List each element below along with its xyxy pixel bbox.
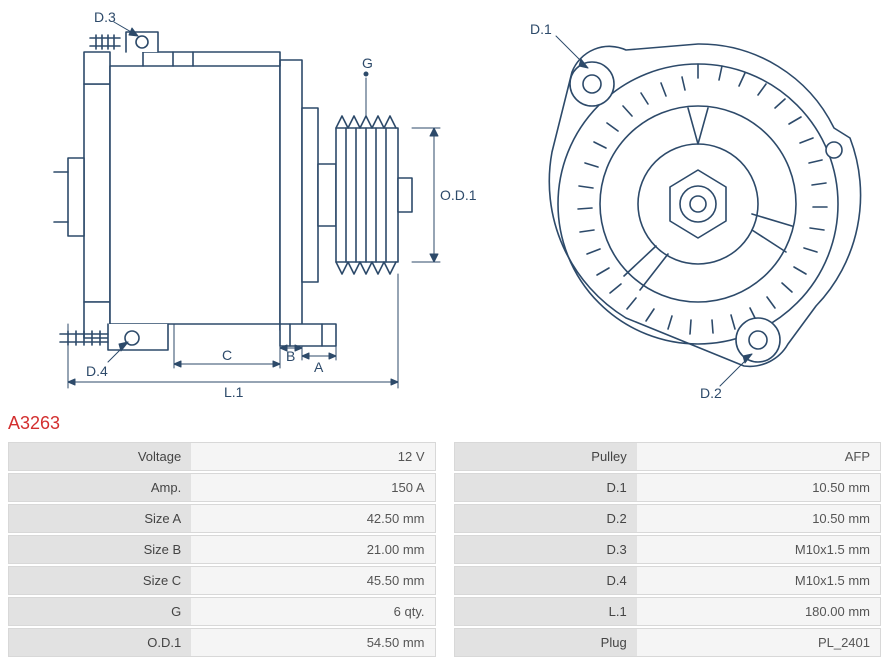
spec-label: Pulley <box>454 442 637 471</box>
label-d4: D.4 <box>86 363 108 379</box>
part-number: A3263 <box>8 413 881 434</box>
spec-tables: Voltage12 VAmp.150 ASize A42.50 mmSize B… <box>8 440 881 659</box>
spec-value: 10.50 mm <box>637 504 881 533</box>
spec-label: D.1 <box>454 473 637 502</box>
table-row: L.1180.00 mm <box>454 597 882 626</box>
table-row: Amp.150 A <box>8 473 436 502</box>
spec-label: Size C <box>8 566 191 595</box>
table-row: PulleyAFP <box>454 442 882 471</box>
table-row: D.210.50 mm <box>454 504 882 533</box>
spec-value: 150 A <box>191 473 435 502</box>
table-row: G6 qty. <box>8 597 436 626</box>
label-l1: L.1 <box>224 384 244 400</box>
label-g: G <box>362 55 373 71</box>
spec-value: M10x1.5 mm <box>637 535 881 564</box>
table-row: Size C45.50 mm <box>8 566 436 595</box>
spec-value: 6 qty. <box>191 597 435 626</box>
label-b: B <box>286 348 295 364</box>
label-d1: D.1 <box>530 21 552 37</box>
spec-label: Plug <box>454 628 637 657</box>
spec-label: Amp. <box>8 473 191 502</box>
spec-value: AFP <box>637 442 881 471</box>
spec-value: 42.50 mm <box>191 504 435 533</box>
spec-value: 10.50 mm <box>637 473 881 502</box>
spec-label: L.1 <box>454 597 637 626</box>
spec-label: D.4 <box>454 566 637 595</box>
label-a: A <box>314 359 324 375</box>
spec-label: Size B <box>8 535 191 564</box>
table-row: PlugPL_2401 <box>454 628 882 657</box>
spec-label: Voltage <box>8 442 191 471</box>
table-row: O.D.154.50 mm <box>8 628 436 657</box>
spec-value: 12 V <box>191 442 435 471</box>
table-row: Size A42.50 mm <box>8 504 436 533</box>
side-view-diagram: D.3 D.4 G O.D.1 A B C L.1 <box>8 8 478 403</box>
spec-label: D.2 <box>454 504 637 533</box>
spec-label: Size A <box>8 504 191 533</box>
spec-table-right: PulleyAFPD.110.50 mmD.210.50 mmD.3M10x1.… <box>454 440 882 659</box>
spec-value: PL_2401 <box>637 628 881 657</box>
table-row: D.3M10x1.5 mm <box>454 535 882 564</box>
front-view-diagram: D.1 D.2 <box>508 8 888 403</box>
table-row: Size B21.00 mm <box>8 535 436 564</box>
spec-label: O.D.1 <box>8 628 191 657</box>
label-d3: D.3 <box>94 9 116 25</box>
label-c: C <box>222 347 232 363</box>
diagram-row: D.3 D.4 G O.D.1 A B C L.1 <box>8 8 881 403</box>
label-od1: O.D.1 <box>440 187 477 203</box>
spec-label: D.3 <box>454 535 637 564</box>
spec-value: M10x1.5 mm <box>637 566 881 595</box>
spec-value: 180.00 mm <box>637 597 881 626</box>
label-d2: D.2 <box>700 385 722 401</box>
spec-value: 21.00 mm <box>191 535 435 564</box>
table-row: D.110.50 mm <box>454 473 882 502</box>
spec-value: 45.50 mm <box>191 566 435 595</box>
spec-table-left: Voltage12 VAmp.150 ASize A42.50 mmSize B… <box>8 440 436 659</box>
table-row: D.4M10x1.5 mm <box>454 566 882 595</box>
table-row: Voltage12 V <box>8 442 436 471</box>
spec-label: G <box>8 597 191 626</box>
spec-value: 54.50 mm <box>191 628 435 657</box>
